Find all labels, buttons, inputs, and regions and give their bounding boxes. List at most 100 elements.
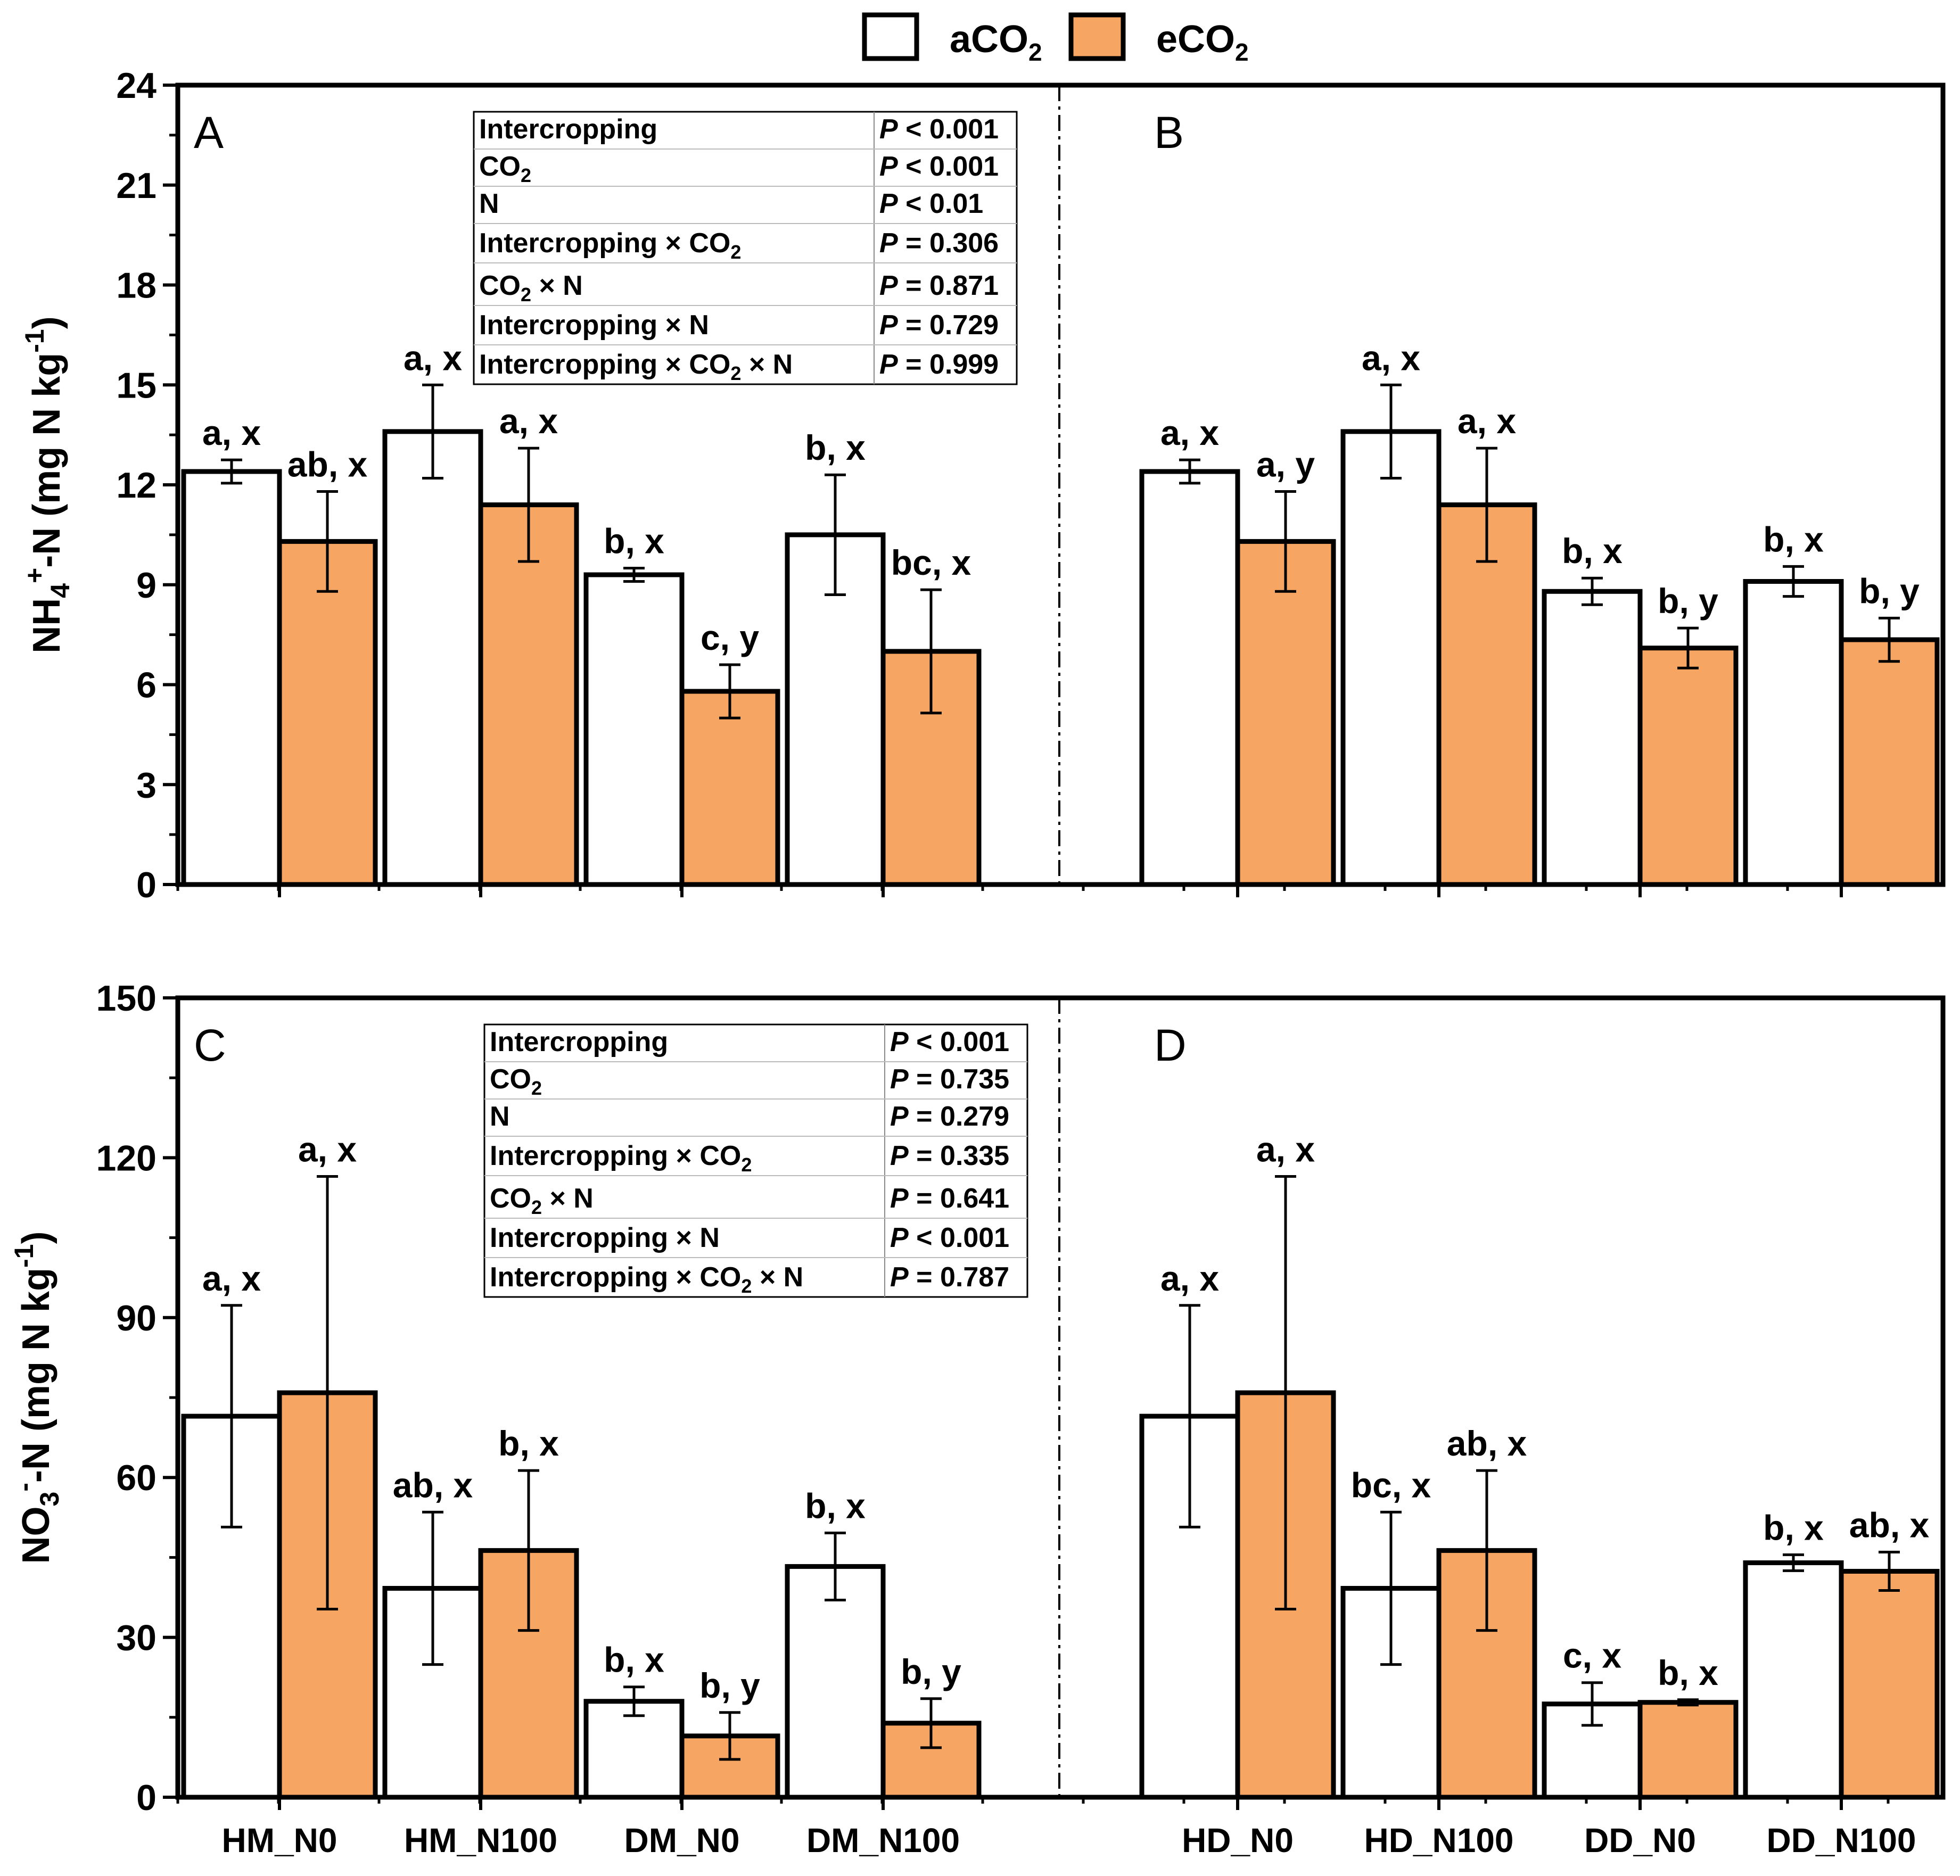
y-tick-label: 60 [116,1458,157,1498]
legend-label: aCO2 [950,18,1042,66]
y-tick-label: 6 [136,665,157,706]
error-bar [1582,1681,1603,1727]
legend-swatch [1068,12,1126,61]
stats-term: N [490,1101,510,1132]
error-bar [422,383,443,480]
y-tick-label: 9 [136,565,157,606]
stats-row: Intercropping × N P < 0.001 [490,1222,1009,1253]
panel-letter: B [1154,108,1184,158]
bar-aco2-hd_n0 [1139,469,1240,887]
y-tick-label: 30 [116,1618,157,1658]
legend: aCO2 eCO2 [862,12,1249,66]
legend-item-1: eCO2 [1068,12,1249,66]
bar-aco2-dd_n100 [1743,578,1844,887]
bar-aco2-dm_n0 [583,1699,685,1800]
data-label: b, x [604,1640,664,1680]
stats-row: Intercropping P < 0.001 [490,1027,1009,1057]
error-bar [920,588,942,715]
panel-a: a, x ab, x a, x a, x b, x c, y b, x bc, x A Inter… [181,108,1018,887]
plot-bottom-no3: a, x a, x ab, x b, x b, x b, y b, x b, y C Interc… [9,978,1946,1860]
y-tick-label: 12 [116,465,157,506]
data-label: b, y [1658,581,1718,621]
stats-p: P < 0.01 [879,188,983,219]
legend-item-0: aCO2 [862,12,1042,66]
x-category-label: HM_N0 [222,1821,337,1860]
data-label: a, x [1160,413,1219,452]
stats-p: P = 0.335 [890,1141,1009,1171]
stats-term: Intercropping [490,1027,668,1057]
data-label: c, x [1563,1636,1621,1675]
stats-term: CO2 × N [490,1183,594,1218]
data-label: bc, x [891,543,971,582]
error-bar [825,473,846,597]
data-label: bc, x [1351,1465,1431,1505]
bar-aco2-hd_n100 [1340,429,1442,887]
stats-term: Intercropping × CO2 × N [479,349,793,384]
panel-b: a, x a, y a, x a, x b, x b, y b, x b, y B [1139,108,1940,887]
stats-term: Intercropping × CO2 [479,228,741,263]
stats-row: N P < 0.01 [479,188,983,219]
error-bar [1879,616,1900,663]
stats-p: P < 0.001 [890,1222,1009,1253]
x-category-label: DD_N100 [1766,1821,1916,1860]
x-category-label: HD_N100 [1364,1821,1513,1860]
bar-aco2-dm_n0 [583,572,685,887]
bar-aco2-hm_n100 [382,429,483,887]
stats-p: P = 0.999 [879,349,999,380]
error-bar [920,1697,942,1749]
stats-row: Intercropping × N P = 0.729 [479,310,999,341]
error-bar [1380,1510,1402,1666]
error-bar [825,1531,846,1602]
data-label: b, x [498,1424,559,1463]
error-bar [518,1469,539,1632]
bar-eco2-dd_n0 [1637,646,1739,887]
error-bar [623,566,645,583]
panel-c: a, x a, x ab, x b, x b, x b, y b, x b, y C Interc… [181,1020,1028,1800]
stats-term: CO2 × N [479,270,583,305]
x-category-label: HM_N100 [404,1821,557,1860]
x-category-label: DD_N0 [1584,1821,1696,1860]
error-bar [719,1711,740,1761]
bar-eco2-dd_n0 [1637,1700,1739,1800]
error-bar [1783,565,1804,598]
error-bar [1582,576,1603,606]
error-bar [1476,447,1497,563]
stats-p: P < 0.001 [879,114,999,145]
stats-row: Intercropping P < 0.001 [479,114,999,145]
y-axis: 0 3 6 9 12 15 18 21 24 [116,65,178,905]
panel-letter: A [194,108,224,158]
bar-eco2-hm_n0 [277,539,378,887]
stats-term: Intercropping × CO2 [490,1141,752,1176]
data-label: a, x [1362,338,1420,377]
data-label: b, x [805,428,866,467]
stats-term: Intercropping [479,114,657,145]
stats-p: P = 0.729 [879,310,999,341]
error-bar [221,458,242,485]
stats-term: Intercropping × N [490,1222,720,1253]
y-tick-label: 21 [116,166,157,206]
error-bar [623,1685,645,1717]
x-category-label: HD_N0 [1182,1821,1294,1860]
data-label: a, x [403,338,462,377]
plot-top-nh4: a, x ab, x a, x a, x b, x c, y b, x bc, x A Inter… [20,65,1946,905]
stats-term: CO2 [479,151,531,186]
error-bar [1179,458,1200,485]
data-label: a, x [499,401,558,441]
y-axis-title: NH4+-N (mg N kg-1) [20,316,75,653]
stats-p: P < 0.001 [890,1027,1009,1057]
stats-row: CO2 P < 0.001 [479,151,999,186]
data-label: b, y [699,1666,760,1705]
bar-eco2-hd_n0 [1235,539,1336,887]
x-ticks [176,885,1890,897]
stats-table: Intercropping P < 0.001 CO2 P = 0.735 N P = 0… [483,1023,1028,1298]
stats-p: P = 0.735 [890,1064,1009,1095]
error-bar [518,447,539,563]
y-tick-label: 24 [116,65,157,106]
y-tick-label: 120 [96,1138,157,1178]
error-bar [422,1510,443,1666]
data-label: a, x [1256,1129,1315,1169]
stats-row: CO2 × N P = 0.641 [490,1183,1009,1218]
stats-table: Intercropping P < 0.001 CO2 P < 0.001 N P < 0… [473,111,1018,385]
stats-p: P < 0.001 [879,151,999,182]
error-bar [1783,1553,1804,1572]
